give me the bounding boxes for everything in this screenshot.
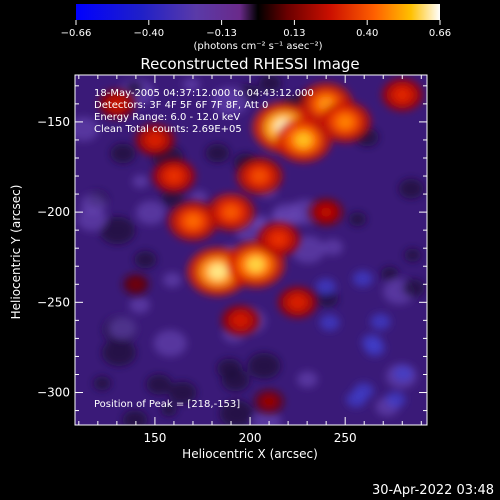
emission-peak [271, 233, 286, 246]
texture-blob [221, 369, 250, 392]
texture-blob [380, 266, 399, 281]
texture-blob [153, 330, 187, 357]
colorbar-tick-label: −0.13 [206, 28, 237, 39]
texture-blob [125, 81, 144, 96]
emission-peak [252, 169, 267, 183]
texture-blob-blue [385, 391, 406, 408]
y-tick-label: −300 [37, 386, 70, 400]
texture-blob [252, 410, 282, 425]
colorbar-unit-label: (photons cm⁻² s⁻¹ asec⁻²) [193, 41, 322, 52]
texture-blob-blue [315, 278, 336, 295]
annotation-block: 18-May-2005 04:37:12.000 to 04:43:12.000… [94, 88, 314, 410]
plot-frame [74, 74, 428, 426]
annotation-peak-position: Position of Peak = [218,-153] [94, 399, 240, 410]
x-tick-label: 200 [239, 431, 262, 445]
colorbar-ticks: −0.66 −0.40 −0.13 0.13 0.40 0.66 [61, 20, 451, 39]
emission-peak [395, 89, 409, 101]
texture-blob [102, 339, 136, 367]
emission-blobs [98, 78, 423, 414]
annotation-detectors: Detectors: 3F 4F 5F 6F 7F 8F, Att 0 [94, 100, 268, 111]
chart-title: Reconstructed RHESSI Image [140, 55, 359, 73]
emission-peak [234, 315, 247, 326]
colorbar-tick-label: −0.40 [133, 28, 164, 39]
annotation-time-range: 18-May-2005 04:37:12.000 to 04:43:12.000 [94, 88, 314, 99]
emission-peak [111, 98, 123, 109]
emission-peak [223, 205, 239, 219]
emission-peak [131, 280, 141, 288]
texture-blob [99, 216, 136, 245]
colorbar-tick-label: 0.13 [283, 28, 305, 39]
texture-blob [122, 410, 148, 425]
texture-blob [402, 279, 425, 298]
colorbar-tick-label: 0.40 [356, 28, 378, 39]
emission-peak [294, 132, 313, 148]
texture-blob [297, 371, 318, 388]
texture-blob [77, 207, 107, 232]
texture-blob [161, 189, 184, 208]
footer-timestamp: 30-Apr-2022 03:48 [372, 483, 494, 498]
texture-blob [80, 194, 106, 215]
texture-blob [146, 374, 172, 395]
texture-blob [110, 143, 136, 164]
texture-blob [348, 212, 367, 227]
texture-blob [93, 376, 111, 391]
emission-peak [148, 134, 162, 146]
texture-blob [132, 174, 149, 188]
texture-blob [129, 296, 150, 314]
texture-blob-blue [352, 270, 373, 287]
emission-peak [208, 263, 228, 281]
emission-peak [291, 296, 304, 308]
colorbar-tick-label: −0.66 [61, 28, 92, 39]
emission-peak [246, 256, 265, 273]
texture-blob [163, 272, 182, 288]
texture-blob [398, 178, 424, 199]
x-axis-ticks: 150 200 250 [78, 75, 422, 445]
emission-peak [320, 207, 332, 217]
texture-blob [212, 87, 248, 116]
texture-blob-blue [393, 365, 414, 382]
texture-blob [134, 250, 157, 269]
y-tick-label: −150 [37, 115, 70, 129]
texture-blob-blue [353, 382, 374, 399]
y-axis-label: Heliocentric Y (arcsec) [9, 185, 23, 320]
texture-blob [247, 352, 281, 379]
texture-blob [160, 403, 177, 417]
x-axis-label: Heliocentric X (arcsec) [182, 447, 318, 461]
texture-blob [219, 400, 254, 425]
texture-blob [259, 75, 282, 93]
texture-blob [205, 143, 230, 163]
y-tick-label: −200 [37, 205, 70, 219]
emission-peak [264, 397, 274, 406]
texture-blob [182, 77, 200, 92]
colorbar-tick-label: 0.66 [429, 28, 451, 39]
emission-peak [167, 170, 181, 183]
texture-blob [135, 200, 166, 225]
texture-blob-blue [319, 314, 340, 331]
texture-blob [322, 239, 344, 256]
emission-peak [185, 214, 201, 229]
texture-blob-blue [370, 313, 391, 330]
y-tick-label: −250 [37, 295, 70, 309]
texture-blob [108, 317, 137, 340]
colorbar [76, 4, 440, 20]
emission-peak [336, 114, 354, 130]
texture-blob [168, 381, 197, 404]
texture-blob-blue [361, 334, 382, 351]
y-axis-ticks: −150 −200 −250 −300 [37, 85, 427, 412]
texture-blob [190, 190, 208, 205]
x-tick-label: 250 [334, 431, 357, 445]
annotation-clean-counts: Clean Total counts: 2.69E+05 [94, 124, 242, 135]
annotation-energy-range: Energy Range: 6.0 - 12.0 keV [94, 112, 240, 123]
texture-blob [404, 248, 422, 262]
texture-blob [75, 117, 99, 142]
texture-blob [316, 290, 339, 308]
x-tick-label: 150 [143, 431, 166, 445]
